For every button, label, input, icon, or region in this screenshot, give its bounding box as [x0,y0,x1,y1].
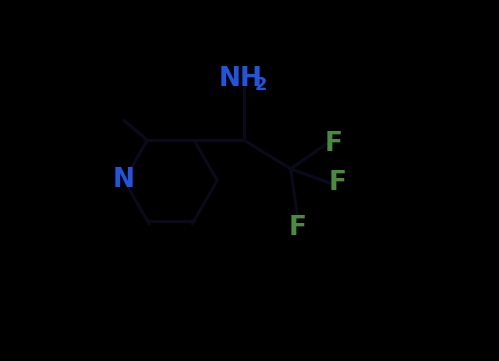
Text: 2: 2 [255,77,267,94]
Text: F: F [325,131,343,157]
Text: F: F [328,170,346,196]
Text: N: N [113,168,135,193]
Text: NH: NH [219,66,262,92]
Text: F: F [289,215,307,241]
